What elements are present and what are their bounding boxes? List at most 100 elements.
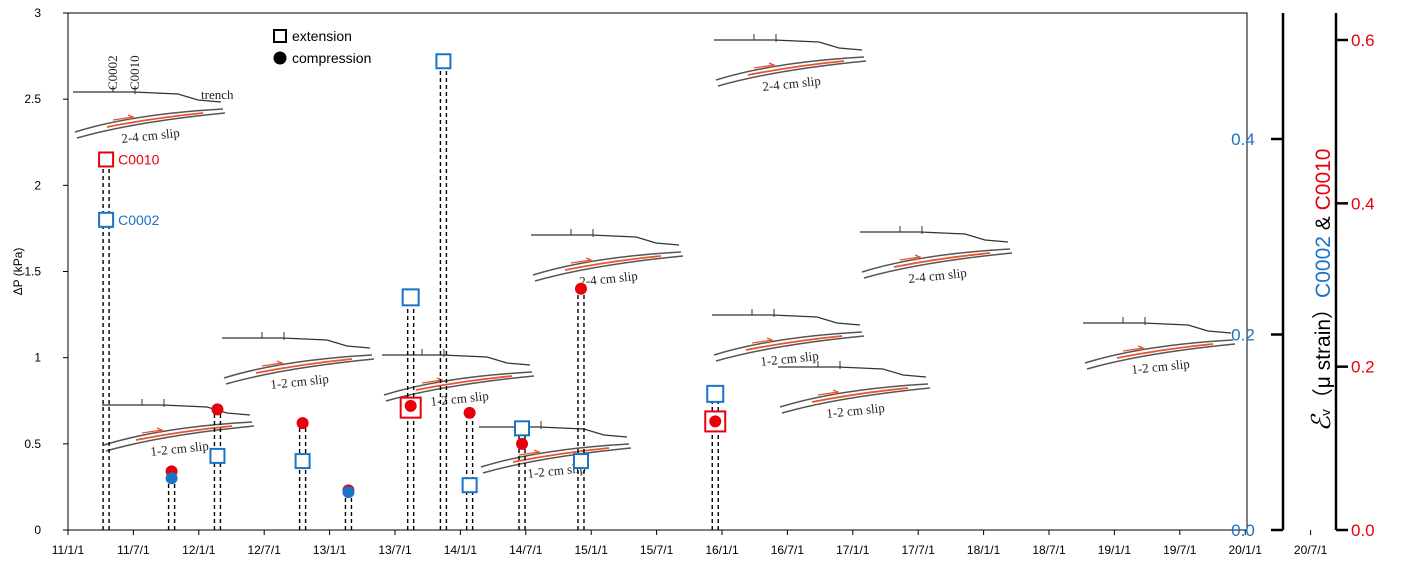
legend-label: compression	[292, 50, 371, 66]
seafloor-line	[73, 91, 222, 103]
legend-marker-circle	[273, 51, 287, 65]
right-blue-tick-label: 0.4	[1231, 130, 1255, 149]
seafloor-line	[1083, 322, 1232, 334]
slip-label: 1-2 cm slip	[527, 460, 587, 481]
x-tick-label: 18/7/1	[1032, 543, 1066, 557]
slip-fault	[512, 447, 610, 463]
marker-compression-c0010	[404, 399, 417, 412]
decollement-lower	[717, 60, 867, 87]
decollement-upper	[223, 354, 373, 379]
x-tick-label: 11/1/1	[52, 543, 85, 557]
right-blue-tick-label: 0.0	[1231, 521, 1255, 540]
x-tick-label: 20/1/1	[1229, 543, 1263, 557]
seafloor-line	[778, 366, 927, 378]
inset-cross-section: 1-2 cm slip	[778, 361, 931, 421]
slip-fault	[255, 358, 353, 374]
right-blue-tick-label: 0.2	[1231, 326, 1255, 345]
inset-cross-section: 2-4 cm slip	[531, 229, 684, 289]
slip-arrow	[421, 377, 444, 384]
marker-extension-c0002	[209, 447, 226, 464]
slip-fault	[893, 252, 991, 268]
decollement-lower	[105, 425, 255, 452]
seafloor-line	[222, 337, 371, 349]
inset-cross-section: 2-4 cm slip	[714, 34, 867, 94]
well-label: C0010	[127, 55, 142, 90]
slip-label: 1-2 cm slip	[150, 438, 210, 459]
x-tick-label: 12/7/1	[248, 543, 282, 557]
y-tick-label: 0.5	[24, 437, 41, 451]
inset-cross-section: 1-2 cm slip	[479, 421, 632, 481]
slip-label: 2-4 cm slip	[579, 268, 639, 289]
slip-fault	[745, 335, 843, 351]
y-axis-label: ΔP (kPa)	[11, 248, 25, 296]
decollement-upper	[715, 56, 865, 81]
decollement-upper	[103, 421, 253, 446]
marker-compression-c0010	[516, 437, 529, 450]
x-tick-label: 19/7/1	[1163, 543, 1197, 557]
slip-label: 1-2 cm slip	[430, 388, 490, 409]
y-tick-label: 2	[34, 178, 41, 192]
marker-extension-c0002	[572, 453, 589, 470]
slip-fault	[747, 60, 845, 76]
slip-label: 2-4 cm slip	[121, 125, 181, 146]
slip-label: 1-2 cm slip	[760, 348, 820, 369]
x-tick-label: 15/7/1	[640, 543, 674, 557]
inset-cross-section: 1-2 cm slip	[712, 309, 865, 369]
seafloor-line	[382, 354, 531, 366]
y-tick-label: 1	[34, 351, 41, 365]
x-tick-label: 17/7/1	[902, 543, 936, 557]
decollement-lower	[1086, 343, 1236, 370]
decollement-lower	[385, 375, 535, 402]
x-tick-label: 14/7/1	[509, 543, 543, 557]
right-axis-label: ℰv（μ strain）C0002 & C0010	[1306, 148, 1336, 431]
y-tick-label: 3	[34, 6, 41, 20]
trench-label: trench	[201, 87, 234, 102]
marker-extension-c0002	[461, 477, 478, 494]
x-tick-label: 16/1/1	[705, 543, 739, 557]
seafloor-line	[479, 426, 628, 438]
decollement-upper	[861, 248, 1011, 273]
inset-cross-section: 2-4 cm slip C0002 C0010 trench	[73, 55, 234, 146]
tick-layer: 0 0.5 1 1.5 2 2.5 3 ΔP (kPa) 11/1/1 11/7/1 12/1/1 1…	[11, 6, 1328, 557]
marker-extension-c0010	[98, 151, 115, 168]
inset-cross-section: 2-4 cm slip	[860, 226, 1013, 286]
decollement-lower	[76, 112, 226, 139]
x-tick-label: 13/7/1	[378, 543, 412, 557]
slip-arrow	[751, 337, 774, 344]
y-tick-label: 0	[34, 523, 41, 537]
decollement-lower	[781, 387, 931, 414]
slip-fault	[106, 112, 204, 128]
slip-arrow	[518, 449, 541, 456]
slip-arrow	[141, 427, 164, 434]
seafloor-line	[860, 231, 1009, 243]
inset-cross-section: 1-2 cm slip	[382, 349, 535, 409]
x-tick-label: 19/1/1	[1098, 543, 1132, 557]
right-axes: 0.0 0.2 0.4 0.0 0.2 0.4 0.6 ℰv（μ strain）C0002 &…	[1231, 13, 1375, 540]
decollement-upper	[532, 251, 682, 276]
seafloor-line	[531, 234, 680, 246]
decollement-lower	[715, 335, 865, 362]
slip-fault	[564, 255, 662, 271]
well-label: C0002	[105, 55, 120, 90]
decollement-upper	[713, 331, 863, 356]
right-axis-label-part: C0010	[1312, 148, 1335, 210]
x-tick-label: 13/1/1	[313, 543, 347, 557]
right-axis-label-part: （μ strain）	[1312, 298, 1335, 409]
decollement-upper	[480, 443, 630, 468]
marker-compression-c0010	[211, 403, 224, 416]
marker-compression-c0010	[296, 417, 309, 430]
slip-arrow	[570, 257, 593, 264]
slip-arrow	[817, 389, 840, 396]
x-tick-label: 15/1/1	[575, 543, 609, 557]
slip-label: 1-2 cm slip	[1131, 356, 1191, 377]
decollement-upper	[1084, 339, 1234, 364]
slip-arrow	[261, 360, 284, 367]
marker-extension-c0002	[98, 211, 115, 228]
marker-compression-c0010	[574, 282, 587, 295]
right-axis-label-part: &	[1312, 210, 1335, 236]
x-tick-label: 14/1/1	[444, 543, 478, 557]
x-tick-label: 16/7/1	[771, 543, 805, 557]
decollement-upper	[74, 108, 224, 133]
decollement-upper	[779, 383, 929, 408]
